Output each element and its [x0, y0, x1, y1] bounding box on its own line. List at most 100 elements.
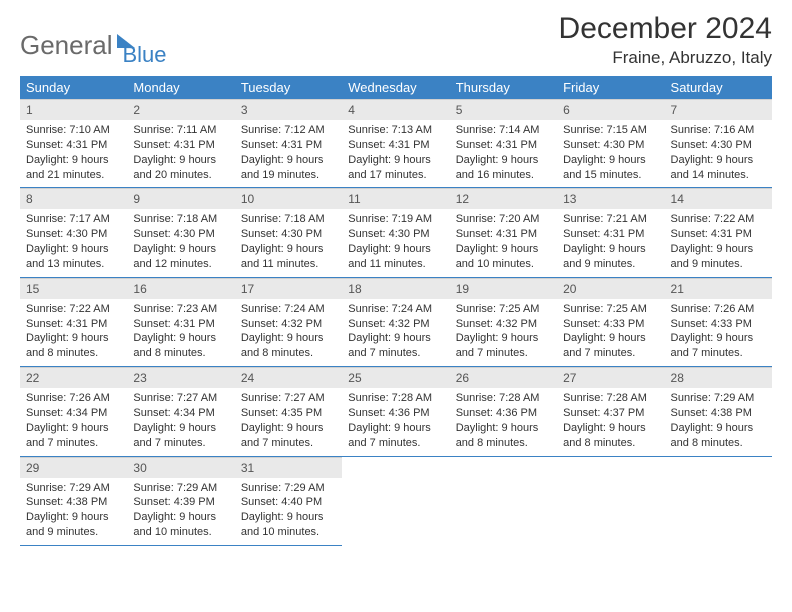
sunrise-text: Sunrise: 7:23 AM: [133, 302, 228, 317]
sunrise-text: Sunrise: 7:14 AM: [456, 123, 551, 138]
day-number: 26: [450, 367, 557, 388]
daylight-text: Daylight: 9 hours and 11 minutes.: [348, 242, 443, 272]
daylight-text: Daylight: 9 hours and 8 minutes.: [133, 331, 228, 361]
day-info: Sunrise: 7:21 AMSunset: 4:31 PMDaylight:…: [557, 209, 664, 276]
calendar-day-cell: [557, 456, 664, 545]
day-info: Sunrise: 7:19 AMSunset: 4:30 PMDaylight:…: [342, 209, 449, 276]
calendar-day-cell: 19Sunrise: 7:25 AMSunset: 4:32 PMDayligh…: [450, 277, 557, 366]
day-number: 27: [557, 367, 664, 388]
calendar-day-cell: 20Sunrise: 7:25 AMSunset: 4:33 PMDayligh…: [557, 277, 664, 366]
daylight-text: Daylight: 9 hours and 7 minutes.: [348, 421, 443, 451]
day-number: 4: [342, 99, 449, 120]
day-number: 2: [127, 99, 234, 120]
sunset-text: Sunset: 4:31 PM: [563, 227, 658, 242]
calendar-day-cell: 11Sunrise: 7:19 AMSunset: 4:30 PMDayligh…: [342, 188, 449, 277]
day-number: 21: [665, 278, 772, 299]
sunset-text: Sunset: 4:31 PM: [241, 138, 336, 153]
day-number: 13: [557, 188, 664, 209]
sunrise-text: Sunrise: 7:12 AM: [241, 123, 336, 138]
sunset-text: Sunset: 4:32 PM: [241, 317, 336, 332]
day-number: 29: [20, 457, 127, 478]
logo: General Blue: [20, 12, 167, 68]
sunrise-text: Sunrise: 7:29 AM: [133, 481, 228, 496]
calendar-body: 1Sunrise: 7:10 AMSunset: 4:31 PMDaylight…: [20, 99, 772, 545]
day-number: 18: [342, 278, 449, 299]
day-number: 24: [235, 367, 342, 388]
daylight-text: Daylight: 9 hours and 7 minutes.: [456, 331, 551, 361]
sunrise-text: Sunrise: 7:22 AM: [26, 302, 121, 317]
month-title: December 2024: [559, 12, 772, 46]
sunrise-text: Sunrise: 7:29 AM: [26, 481, 121, 496]
day-info: Sunrise: 7:24 AMSunset: 4:32 PMDaylight:…: [342, 299, 449, 366]
sunset-text: Sunset: 4:30 PM: [26, 227, 121, 242]
day-number: 3: [235, 99, 342, 120]
calendar-day-cell: 25Sunrise: 7:28 AMSunset: 4:36 PMDayligh…: [342, 367, 449, 456]
daylight-text: Daylight: 9 hours and 7 minutes.: [671, 331, 766, 361]
calendar-day-cell: 26Sunrise: 7:28 AMSunset: 4:36 PMDayligh…: [450, 367, 557, 456]
day-number: 19: [450, 278, 557, 299]
day-number: 15: [20, 278, 127, 299]
calendar-day-cell: 6Sunrise: 7:15 AMSunset: 4:30 PMDaylight…: [557, 99, 664, 188]
weekday-header: Thursday: [450, 76, 557, 99]
location-label: Fraine, Abruzzo, Italy: [559, 48, 772, 68]
day-number: 12: [450, 188, 557, 209]
sunset-text: Sunset: 4:35 PM: [241, 406, 336, 421]
day-info: Sunrise: 7:18 AMSunset: 4:30 PMDaylight:…: [127, 209, 234, 276]
daylight-text: Daylight: 9 hours and 7 minutes.: [241, 421, 336, 451]
daylight-text: Daylight: 9 hours and 19 minutes.: [241, 153, 336, 183]
calendar-day-cell: 16Sunrise: 7:23 AMSunset: 4:31 PMDayligh…: [127, 277, 234, 366]
calendar-day-cell: 15Sunrise: 7:22 AMSunset: 4:31 PMDayligh…: [20, 277, 127, 366]
sunset-text: Sunset: 4:31 PM: [26, 138, 121, 153]
calendar-day-cell: 17Sunrise: 7:24 AMSunset: 4:32 PMDayligh…: [235, 277, 342, 366]
sunset-text: Sunset: 4:31 PM: [133, 138, 228, 153]
daylight-text: Daylight: 9 hours and 14 minutes.: [671, 153, 766, 183]
day-number: 1: [20, 99, 127, 120]
calendar-day-cell: 31Sunrise: 7:29 AMSunset: 4:40 PMDayligh…: [235, 456, 342, 545]
sunrise-text: Sunrise: 7:18 AM: [133, 212, 228, 227]
weekday-header: Saturday: [665, 76, 772, 99]
daylight-text: Daylight: 9 hours and 16 minutes.: [456, 153, 551, 183]
day-info: Sunrise: 7:26 AMSunset: 4:34 PMDaylight:…: [20, 388, 127, 455]
day-info: Sunrise: 7:26 AMSunset: 4:33 PMDaylight:…: [665, 299, 772, 366]
calendar-day-cell: 9Sunrise: 7:18 AMSunset: 4:30 PMDaylight…: [127, 188, 234, 277]
daylight-text: Daylight: 9 hours and 15 minutes.: [563, 153, 658, 183]
day-info: Sunrise: 7:29 AMSunset: 4:38 PMDaylight:…: [665, 388, 772, 455]
sunrise-text: Sunrise: 7:29 AM: [671, 391, 766, 406]
day-info: Sunrise: 7:28 AMSunset: 4:36 PMDaylight:…: [450, 388, 557, 455]
daylight-text: Daylight: 9 hours and 10 minutes.: [241, 510, 336, 540]
day-info: Sunrise: 7:15 AMSunset: 4:30 PMDaylight:…: [557, 120, 664, 187]
day-number: 25: [342, 367, 449, 388]
day-info: Sunrise: 7:23 AMSunset: 4:31 PMDaylight:…: [127, 299, 234, 366]
daylight-text: Daylight: 9 hours and 8 minutes.: [26, 331, 121, 361]
daylight-text: Daylight: 9 hours and 13 minutes.: [26, 242, 121, 272]
logo-word1: General: [20, 30, 113, 61]
logo-word2: Blue: [123, 42, 167, 68]
sunrise-text: Sunrise: 7:28 AM: [563, 391, 658, 406]
sunset-text: Sunset: 4:34 PM: [133, 406, 228, 421]
daylight-text: Daylight: 9 hours and 8 minutes.: [241, 331, 336, 361]
calendar-day-cell: 28Sunrise: 7:29 AMSunset: 4:38 PMDayligh…: [665, 367, 772, 456]
sunset-text: Sunset: 4:33 PM: [563, 317, 658, 332]
header: General Blue December 2024 Fraine, Abruz…: [20, 12, 772, 68]
day-number: 16: [127, 278, 234, 299]
day-info: Sunrise: 7:12 AMSunset: 4:31 PMDaylight:…: [235, 120, 342, 187]
calendar-day-cell: 7Sunrise: 7:16 AMSunset: 4:30 PMDaylight…: [665, 99, 772, 188]
sunrise-text: Sunrise: 7:25 AM: [456, 302, 551, 317]
calendar-day-cell: 23Sunrise: 7:27 AMSunset: 4:34 PMDayligh…: [127, 367, 234, 456]
calendar-day-cell: 24Sunrise: 7:27 AMSunset: 4:35 PMDayligh…: [235, 367, 342, 456]
day-info: Sunrise: 7:27 AMSunset: 4:34 PMDaylight:…: [127, 388, 234, 455]
day-number: 8: [20, 188, 127, 209]
calendar-day-cell: 22Sunrise: 7:26 AMSunset: 4:34 PMDayligh…: [20, 367, 127, 456]
calendar-week-row: 29Sunrise: 7:29 AMSunset: 4:38 PMDayligh…: [20, 456, 772, 545]
calendar-day-cell: 27Sunrise: 7:28 AMSunset: 4:37 PMDayligh…: [557, 367, 664, 456]
sunset-text: Sunset: 4:31 PM: [456, 227, 551, 242]
sunset-text: Sunset: 4:33 PM: [671, 317, 766, 332]
daylight-text: Daylight: 9 hours and 17 minutes.: [348, 153, 443, 183]
day-info: Sunrise: 7:29 AMSunset: 4:39 PMDaylight:…: [127, 478, 234, 545]
day-number: 14: [665, 188, 772, 209]
sunset-text: Sunset: 4:30 PM: [241, 227, 336, 242]
sunset-text: Sunset: 4:34 PM: [26, 406, 121, 421]
sunset-text: Sunset: 4:36 PM: [348, 406, 443, 421]
calendar-day-cell: 2Sunrise: 7:11 AMSunset: 4:31 PMDaylight…: [127, 99, 234, 188]
sunrise-text: Sunrise: 7:26 AM: [26, 391, 121, 406]
